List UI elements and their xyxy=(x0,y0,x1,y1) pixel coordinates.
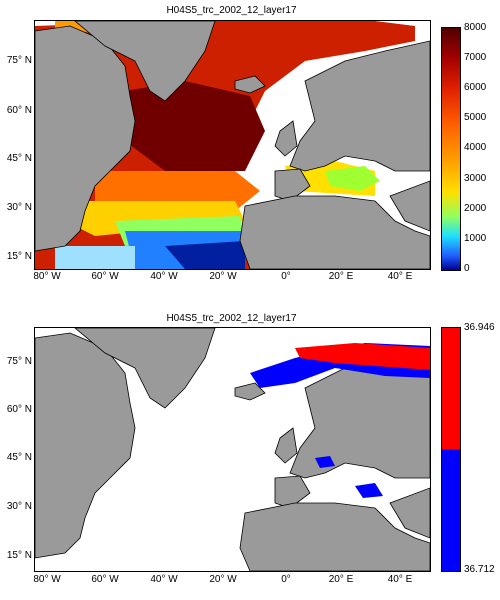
greenland-b xyxy=(74,328,216,409)
middle-east xyxy=(389,180,430,232)
bottom-lon-tick-40e: 40° E xyxy=(387,574,413,585)
bottom-lat-tick-45: 45° N xyxy=(6,452,32,463)
scandinavia-europe xyxy=(289,40,430,172)
top-panel-title: H04S5_trc_2002_12_layer17 xyxy=(166,5,297,16)
top-lat-tick-30: 30° N xyxy=(6,202,32,213)
british-isles-b xyxy=(274,427,298,464)
top-lon-tick-20w: 20° W xyxy=(209,271,237,282)
iberia-b xyxy=(274,475,311,509)
bottom-lat-tick-75: 75° N xyxy=(6,356,32,367)
top-lat-tick-15: 15° N xyxy=(6,251,32,262)
bottom-lon-tick-60w: 60° W xyxy=(91,574,119,585)
bottom-lon-tick-80w: 80° W xyxy=(33,574,61,585)
british-isles xyxy=(274,120,298,157)
north-america-b xyxy=(35,332,136,559)
bottom-map-canvas xyxy=(35,328,430,571)
bottom-colorbar-tick-low: 36.712 xyxy=(464,564,495,575)
top-colorbar-tick-2000: 2000 xyxy=(464,203,487,214)
bottom-lon-tick-20e: 20° E xyxy=(328,574,354,585)
top-map xyxy=(34,20,431,270)
top-colorbar-tick-5000: 5000 xyxy=(464,112,487,123)
iceland xyxy=(234,75,266,94)
top-lon-tick-40e: 40° E xyxy=(387,271,413,282)
top-colorbar-tick-7000: 7000 xyxy=(464,52,487,63)
bottom-lat-tick-60: 60° N xyxy=(6,404,32,415)
bottom-lon-tick-0: 0° xyxy=(281,574,291,585)
top-lat-tick-45: 45° N xyxy=(6,153,32,164)
tracer-field xyxy=(35,21,415,269)
top-colorbar-tick-0: 0 xyxy=(464,263,470,274)
top-lon-tick-60w: 60° W xyxy=(91,271,119,282)
top-lat-tick-60: 60° N xyxy=(6,105,32,116)
bottom-lat-tick-15: 15° N xyxy=(6,550,32,561)
africa xyxy=(239,195,430,269)
top-colorbar-tick-8000: 8000 xyxy=(464,22,487,33)
land-masses-bottom xyxy=(35,328,430,571)
top-colorbar xyxy=(441,27,461,271)
bottom-panel-title: H04S5_trc_2002_12_layer17 xyxy=(166,313,297,324)
top-map-canvas xyxy=(35,21,430,269)
top-lat-tick-75: 75° N xyxy=(6,55,32,66)
top-colorbar-tick-3000: 3000 xyxy=(464,173,487,184)
bottom-lon-tick-20w: 20° W xyxy=(209,574,237,585)
threshold-field xyxy=(250,343,430,498)
bottom-lat-tick-30: 30° N xyxy=(6,501,32,512)
top-lon-tick-40w: 40° W xyxy=(150,271,178,282)
bottom-lon-tick-40w: 40° W xyxy=(150,574,178,585)
top-lon-tick-80w: 80° W xyxy=(33,271,61,282)
iceland-b xyxy=(234,382,266,401)
bottom-colorbar xyxy=(441,327,461,572)
top-colorbar-tick-1000: 1000 xyxy=(464,233,487,244)
top-colorbar-tick-6000: 6000 xyxy=(464,82,487,93)
bottom-colorbar-tick-high: 36.946 xyxy=(464,322,495,333)
bottom-map xyxy=(34,327,431,572)
iberia xyxy=(274,168,311,202)
land-masses xyxy=(35,21,430,269)
top-lon-tick-20e: 20° E xyxy=(328,271,354,282)
greenland xyxy=(74,21,216,102)
middle-east-b xyxy=(389,487,430,539)
top-lon-tick-0: 0° xyxy=(281,271,291,282)
africa-b xyxy=(239,502,430,571)
top-colorbar-tick-4000: 4000 xyxy=(464,142,487,153)
